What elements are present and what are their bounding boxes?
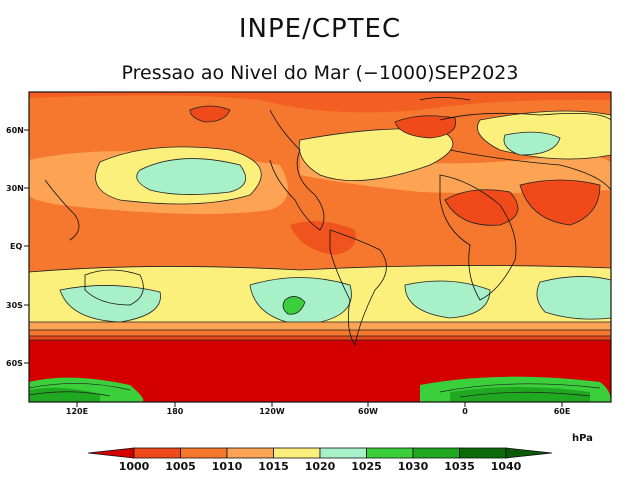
lat-label-30n: 30N <box>6 184 24 193</box>
colorbar: 1000 1005 1010 1015 1020 1025 1030 1035 1040 <box>87 447 553 473</box>
colorbar-swatch <box>459 447 507 459</box>
lon-label-0: 0 <box>462 407 468 416</box>
colorbar-label: 1020 <box>305 460 336 473</box>
colorbar-label: 1000 <box>119 460 150 473</box>
lat-label-30s: 30S <box>6 301 23 310</box>
lat-axis: 60N 30N EQ 30S 60S <box>6 126 29 368</box>
colorbar-swatch <box>412 447 460 459</box>
lon-label-120e: 120E <box>66 407 88 416</box>
map-field <box>29 92 611 402</box>
colorbar-swatch <box>366 447 414 459</box>
lon-axis: 120E 180 120W 60W 0 60E <box>66 402 570 416</box>
colorbar-arrow-low <box>87 447 135 459</box>
colorbar-swatch <box>226 447 274 459</box>
lon-label-60e: 60E <box>554 407 571 416</box>
lon-label-120w: 120W <box>259 407 285 416</box>
lat-label-60s: 60S <box>6 359 23 368</box>
colorbar-label: 1025 <box>351 460 382 473</box>
colorbar-unit: hPa <box>572 433 593 444</box>
colorbar-label: 1030 <box>398 460 429 473</box>
colorbar-label: 1010 <box>212 460 243 473</box>
colorbar-label: 1035 <box>444 460 475 473</box>
coastlines <box>44 97 611 347</box>
lat-label-eq: EQ <box>10 242 22 251</box>
colorbar-label: 1005 <box>165 460 196 473</box>
colorbar-swatch <box>133 447 181 459</box>
colorbar-swatch <box>180 447 228 459</box>
colorbar-arrow-high <box>505 447 553 459</box>
lon-label-180: 180 <box>167 407 184 416</box>
lon-label-60w: 60W <box>358 407 378 416</box>
colorbar-swatch <box>319 447 367 459</box>
colorbar-label: 1015 <box>258 460 289 473</box>
map-subtitle: Pressao ao Nivel do Mar (−1000)SEP2023 <box>121 62 519 84</box>
lat-label-60n: 60N <box>6 126 24 135</box>
colorbar-swatch <box>273 447 321 459</box>
map-frame <box>28 91 612 403</box>
page-title: INPE/CPTEC <box>238 14 402 44</box>
colorbar-label: 1040 <box>491 460 522 473</box>
